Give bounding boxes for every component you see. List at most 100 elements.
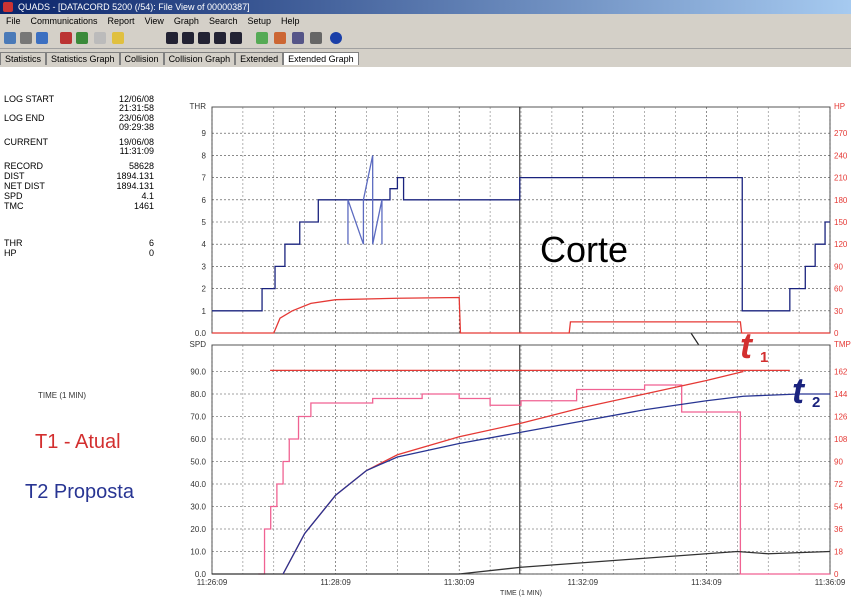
stat-row: THR 6 — [4, 239, 154, 248]
stat-value-line: 11:31:09 — [119, 146, 154, 156]
y-tick-label: 10.0 — [190, 548, 206, 557]
stat-row: NET DIST 1894.131 — [4, 182, 154, 191]
menu-item[interactable]: Help — [281, 16, 300, 26]
y-tick-label: 1 — [202, 307, 207, 316]
stat-value-line: 19/06/08 — [118, 137, 154, 147]
tool-icon[interactable] — [112, 32, 124, 44]
y2-tick-label: 126 — [834, 413, 848, 422]
stat-value: 23/06/08 09:29:38 — [119, 114, 154, 132]
y2-tick-label: 90 — [834, 262, 843, 271]
tool-icon[interactable] — [166, 32, 178, 44]
data-line — [347, 155, 383, 245]
stat-row: LOG START 12/06/08 21:31:58 — [4, 95, 154, 113]
tool-icon[interactable] — [198, 32, 210, 44]
tool-icon[interactable] — [182, 32, 194, 44]
y2-tick-label: 54 — [834, 503, 843, 512]
stat-row: LOG END 23/06/08 09:29:38 — [4, 114, 154, 132]
menu-item[interactable]: Graph — [173, 16, 199, 26]
menu-item[interactable]: File — [6, 16, 21, 26]
x-tick-label: 11:36:09 — [815, 578, 846, 587]
stat-value: 6 — [149, 239, 154, 248]
x-tick-label: 11:34:09 — [691, 578, 722, 587]
tab[interactable]: Extended — [235, 52, 284, 65]
annotation-t1-sub: 1 — [760, 349, 768, 366]
menu-item[interactable]: Search — [208, 16, 238, 26]
y-tick-label: 4 — [202, 240, 207, 249]
stat-label: CURRENT — [4, 137, 48, 147]
y2-tick-label: 120 — [834, 240, 848, 249]
data-line — [258, 384, 830, 575]
tool-icon[interactable] — [230, 32, 242, 44]
y-tick-label: 0.0 — [195, 329, 207, 338]
x-tick-label: 11:28:09 — [320, 578, 351, 587]
tab[interactable]: Collision Graph — [163, 52, 236, 65]
x-axis-label: TIME (1 MIN) — [500, 590, 542, 597]
stat-value-line: 23/06/08 — [118, 113, 154, 123]
tab[interactable]: Extended Graph — [283, 52, 359, 65]
tab[interactable]: Statistics Graph — [46, 52, 120, 65]
stat-value-line: 12/06/08 — [118, 94, 154, 104]
tool-icon[interactable] — [20, 32, 32, 44]
stat-value: 1894.131 — [116, 182, 154, 191]
y2-tick-label: 0 — [834, 329, 839, 338]
y2-tick-label: 18 — [834, 548, 843, 557]
window-title: QUADS - [DATACORD 5200 (/54): File View … — [18, 2, 250, 12]
annotation-t1: t — [740, 325, 754, 366]
y-tick-label: 9 — [202, 129, 207, 138]
menu-item[interactable]: Communications — [30, 16, 98, 26]
tab-bar: Statistics Statistics Graph Collision Colli… — [0, 49, 851, 67]
tool-icon[interactable] — [94, 32, 106, 44]
tab[interactable]: Statistics — [0, 52, 47, 65]
stat-row: RECORD 58628 — [4, 162, 154, 171]
tool-icon[interactable] — [274, 32, 286, 44]
y-tick-label: 6 — [202, 196, 207, 205]
y2-tick-label: 210 — [834, 174, 848, 183]
y2-tick-label: 36 — [834, 525, 843, 534]
y2-tick-label: 72 — [834, 480, 843, 489]
stat-value-line: 1894.131 — [116, 171, 154, 181]
y2-tick-label: 180 — [834, 196, 848, 205]
menu-item[interactable]: View — [144, 16, 164, 26]
y-tick-label: 5 — [202, 218, 207, 227]
stat-value: 58628 — [129, 162, 154, 171]
annotation-t2: t — [792, 370, 806, 411]
stat-label: RECORD — [4, 161, 44, 171]
stat-label: HP — [4, 248, 17, 258]
tool-icon[interactable] — [292, 32, 304, 44]
y2-axis-label: HP — [834, 102, 845, 111]
tab[interactable]: Collision — [119, 52, 164, 65]
stat-row: DIST 1894.131 — [4, 172, 154, 181]
tool-icon[interactable] — [330, 32, 342, 44]
menu-item[interactable]: Report — [107, 16, 135, 26]
y-tick-label: 50.0 — [190, 458, 206, 467]
data-line — [212, 296, 830, 334]
stat-label: LOG END — [4, 113, 45, 123]
tool-icon[interactable] — [76, 32, 88, 44]
tool-icon[interactable] — [256, 32, 268, 44]
y-tick-label: 7 — [202, 174, 207, 183]
tool-icon[interactable] — [214, 32, 226, 44]
stat-value: 4.1 — [141, 192, 154, 201]
stat-row: SPD 4.1 — [4, 192, 154, 201]
tool-icon[interactable] — [60, 32, 72, 44]
plot-area — [211, 344, 831, 575]
stat-row: TMC 1461 — [4, 202, 154, 211]
y2-axis-label: TMP — [834, 340, 851, 349]
tool-icon[interactable] — [310, 32, 322, 44]
y2-tick-label: 30 — [834, 307, 843, 316]
stat-row: CURRENT 19/06/08 11:31:09 — [4, 138, 154, 156]
tool-icon[interactable] — [4, 32, 16, 44]
stat-value: 1461 — [134, 202, 154, 211]
data-line — [212, 550, 831, 575]
menu-item[interactable]: Setup — [247, 16, 271, 26]
annotation-t2-sub: 2 — [812, 394, 820, 411]
stat-label: SPD — [4, 191, 23, 201]
y-tick-label: 20.0 — [190, 525, 206, 534]
stat-label: TMC — [4, 201, 24, 211]
tool-icon[interactable] — [36, 32, 48, 44]
legend-t2: T2 Proposta — [25, 481, 135, 503]
y-tick-label: 40.0 — [190, 480, 206, 489]
legend-t1: T1 - Atual — [35, 431, 121, 453]
stat-value-line: 21:31:58 — [118, 103, 154, 113]
